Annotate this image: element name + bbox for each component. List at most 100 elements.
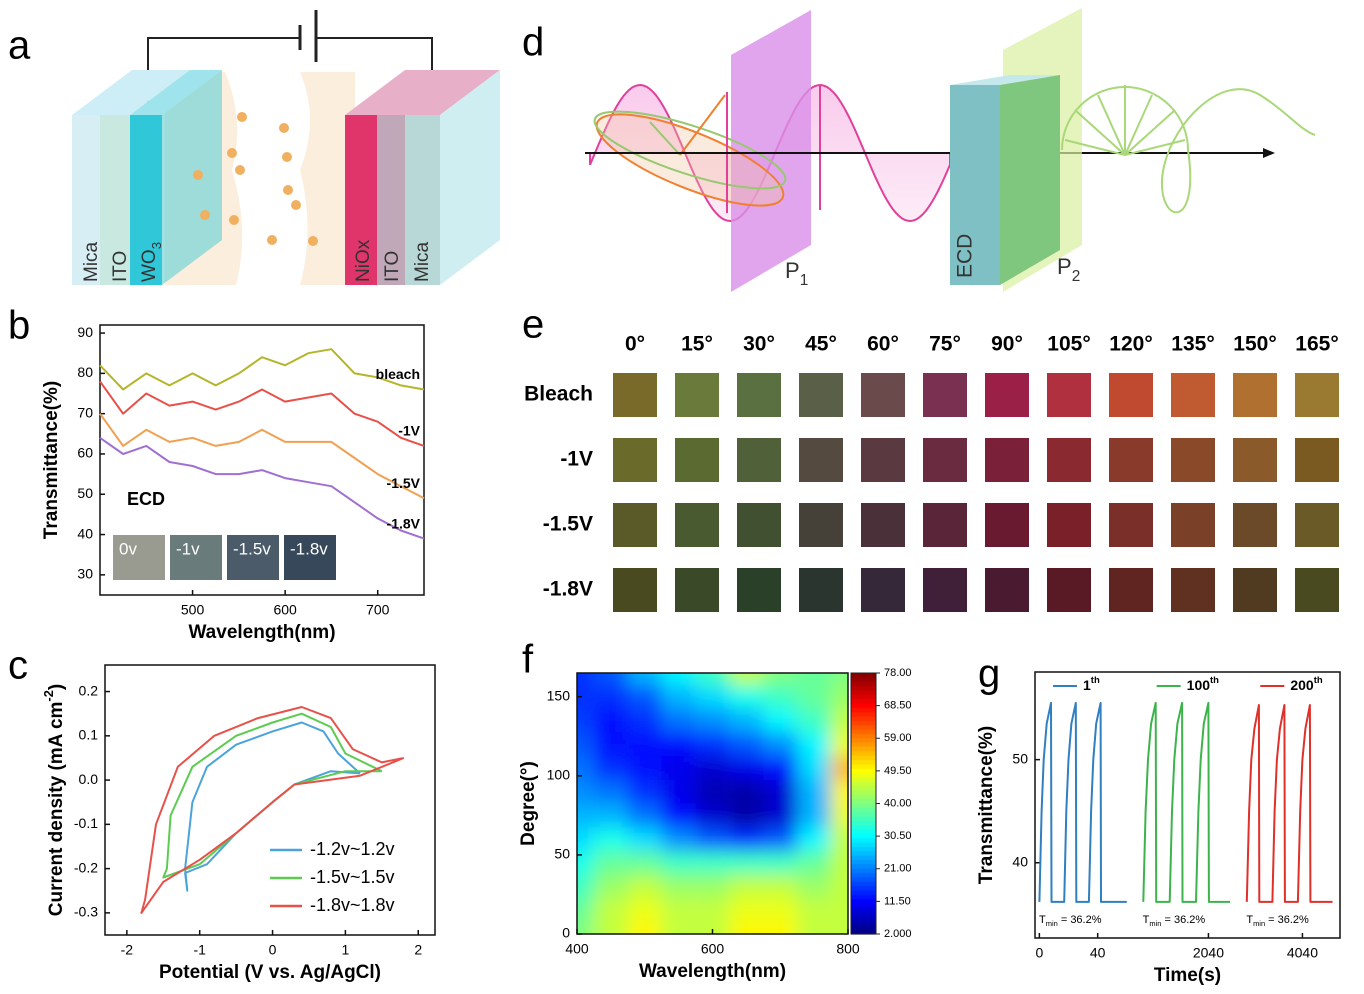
colorbar-step xyxy=(851,920,876,926)
heat-cell xyxy=(593,850,628,875)
heat-cell xyxy=(831,673,848,685)
color-swatch xyxy=(1295,438,1339,482)
color-swatch xyxy=(985,503,1029,547)
heat-cell xyxy=(763,779,798,804)
x-tick-label: 0 xyxy=(1035,945,1043,961)
x-tick-label: 2040 xyxy=(1193,945,1224,961)
color-swatch xyxy=(799,438,843,482)
x-tick-label: 0 xyxy=(269,942,277,958)
colorbar-step xyxy=(851,773,876,778)
colorbar-step xyxy=(851,786,876,792)
heat-cell xyxy=(831,922,848,934)
y-tick-label: 0.0 xyxy=(79,771,99,787)
colorbar-step xyxy=(851,812,876,818)
x-tick-label: 600 xyxy=(273,602,297,618)
polarization-diagram: P1 ECD P2 xyxy=(585,8,1316,292)
heat-cell xyxy=(763,827,798,851)
layer-top xyxy=(130,70,222,115)
x-tick-label: 500 xyxy=(181,602,205,618)
colorbar-step xyxy=(851,729,876,735)
x-tick-label: 4040 xyxy=(1287,945,1318,961)
heat-cell xyxy=(695,756,730,780)
series-line xyxy=(1142,701,1231,903)
legend-label-part: 1 xyxy=(1083,677,1091,693)
colorbar-step xyxy=(851,890,876,896)
colorbar-step xyxy=(851,725,876,731)
ecd-front xyxy=(950,85,1000,285)
heat-cell xyxy=(661,850,696,875)
state-label: Bleach xyxy=(524,383,593,406)
heatmap xyxy=(577,673,848,934)
color-swatch xyxy=(613,373,657,417)
x-tick-label: 40 xyxy=(1090,945,1106,961)
legend-label: 1th xyxy=(1083,675,1100,693)
colorbar-label: 78.00 xyxy=(884,667,912,679)
color-swatch xyxy=(613,568,657,612)
heat-cell xyxy=(627,874,662,899)
annotation-part: = 36.2% xyxy=(1265,914,1309,926)
layer-label: NiOx xyxy=(353,239,374,282)
polarizer-label-part: P xyxy=(1057,254,1072,279)
series-line xyxy=(99,380,425,447)
x-axis-title: Wavelength(nm) xyxy=(188,622,335,643)
colorbar-step xyxy=(851,720,876,726)
layer-top xyxy=(72,70,190,115)
series-label: -1V xyxy=(398,423,420,439)
series-line xyxy=(99,413,425,500)
heat-cell xyxy=(797,898,832,923)
heat-cell xyxy=(763,874,798,899)
colorbar-step xyxy=(851,694,876,700)
colorbar-label: 30.50 xyxy=(884,830,912,842)
color-swatch xyxy=(1233,503,1277,547)
legend-label-part: 200 xyxy=(1290,677,1314,693)
y-tick-label: 40 xyxy=(77,525,93,541)
colorbar-step xyxy=(851,803,876,809)
colorbar-step xyxy=(851,860,876,865)
color-swatch xyxy=(1047,568,1091,612)
heat-cell xyxy=(763,922,798,934)
series-line xyxy=(99,436,425,540)
colorbar-step xyxy=(851,833,876,839)
layer-label: Mica xyxy=(81,241,102,282)
heat-cell xyxy=(797,850,832,875)
color-swatch xyxy=(1171,503,1215,547)
layer xyxy=(345,115,377,285)
heat-cell xyxy=(627,732,662,757)
heat-cell xyxy=(831,779,848,804)
angle-label: 90° xyxy=(991,333,1023,356)
colorbar-step xyxy=(851,820,876,826)
heat-cell xyxy=(763,684,798,709)
panel-label: f xyxy=(522,638,534,682)
colorbar-step xyxy=(851,712,876,718)
heat-cell xyxy=(695,922,730,934)
colorbar-step xyxy=(851,855,876,861)
color-swatch xyxy=(675,568,719,612)
heat-cell xyxy=(695,779,730,804)
colorbar-step xyxy=(851,873,876,879)
heat-cell xyxy=(593,673,628,685)
colorbar-label: 59.00 xyxy=(884,732,912,744)
heat-cell xyxy=(763,732,798,757)
heat-cell xyxy=(577,874,594,899)
angle-label: 0° xyxy=(625,333,645,356)
y-axis-title-part: ) xyxy=(46,684,67,690)
color-swatch xyxy=(1109,438,1153,482)
layer-label-part: 3 xyxy=(149,242,164,249)
colorbar-step xyxy=(851,733,876,739)
angle-label: 120° xyxy=(1109,333,1152,356)
x-tick-label: 400 xyxy=(565,941,589,957)
y-tick-label: 40 xyxy=(1012,853,1028,869)
y-tick-label: -0.3 xyxy=(74,904,98,920)
ecd-side xyxy=(1000,75,1060,285)
heat-cell xyxy=(627,684,662,709)
color-swatch xyxy=(1233,438,1277,482)
color-swatch xyxy=(985,373,1029,417)
color-swatch xyxy=(1109,373,1153,417)
colorbar-step xyxy=(851,738,876,744)
colorbar-step xyxy=(851,816,876,822)
y-tick-label: 50 xyxy=(554,846,570,862)
y-axis-title: Current density (mA cm-2) xyxy=(41,684,67,916)
series-line xyxy=(1038,701,1127,903)
annotation: Tmin = 36.2% xyxy=(1246,914,1309,929)
